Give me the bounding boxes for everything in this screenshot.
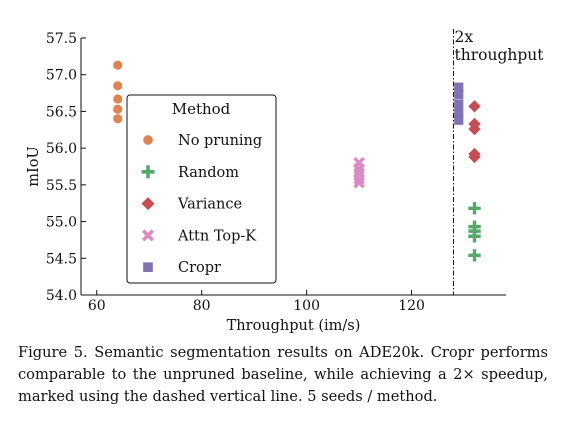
y-tick-label: 54.5: [46, 251, 77, 267]
legend-marker-no-pruning: [143, 135, 153, 145]
x-tick-label: 60: [88, 298, 106, 314]
point-no-pruning-4: [113, 104, 123, 114]
y-tick-label: 55.0: [46, 215, 77, 231]
legend-marker-variance: [141, 197, 155, 211]
legend-marker-attn-top-k: [141, 229, 155, 242]
legend-title: Method: [172, 100, 231, 118]
y-tick-label: 56.0: [46, 141, 77, 157]
y-tick-label: 54.0: [46, 288, 77, 304]
point-no-pruning-1: [113, 60, 123, 70]
data-points: [113, 60, 481, 262]
reference-line-label-throughput: throughput: [455, 46, 545, 64]
legend-label-variance: Variance: [177, 197, 242, 213]
legend-label-attn-top-k: Attn Top-K: [177, 228, 257, 244]
figure-caption: Figure 5. Semantic segmentation results …: [18, 344, 548, 405]
legend-marker-random: [141, 165, 155, 179]
point-no-pruning-2: [113, 81, 123, 91]
x-tick-label: 80: [193, 298, 211, 314]
x-tick-label: 120: [398, 298, 425, 314]
x-axis-label: Throughput (im/s): [227, 318, 361, 334]
legend: Method No pruning Random Variance Attn Top-K…: [126, 94, 277, 284]
point-random-4: [468, 230, 481, 243]
x-tick-label: 100: [293, 298, 320, 314]
y-tick-label: 57.0: [46, 68, 77, 84]
legend-marker-cropr: [143, 262, 153, 273]
legend-label-no-pruning: No pruning: [178, 133, 262, 149]
point-cropr-1: [454, 82, 464, 92]
point-cropr-4: [454, 108, 464, 118]
axes: 60 80 100 120 54.0 54.5 55.0 55.5 56.0 56.5 57.0 57…: [26, 31, 506, 334]
legend-box: [126, 94, 277, 284]
point-no-pruning-3: [113, 94, 123, 104]
point-no-pruning-5: [113, 114, 123, 124]
point-random-5: [468, 249, 481, 262]
reference-line-label-2x: 2x: [455, 28, 474, 46]
point-variance-5: [468, 150, 481, 164]
point-variance-3: [468, 122, 481, 136]
point-cropr-2: [454, 89, 464, 100]
y-tick-label: 57.5: [46, 31, 77, 47]
point-random-1: [468, 202, 481, 215]
legend-label-cropr: Cropr: [178, 260, 221, 276]
point-cropr-3: [454, 99, 464, 109]
y-tick-label: 56.5: [46, 104, 77, 120]
point-attn-top-k-5: [353, 176, 365, 189]
y-axis-label: mIoU: [26, 146, 42, 186]
y-tick-label: 55.5: [46, 178, 77, 194]
legend-label-random: Random: [178, 165, 239, 181]
point-cropr-5: [454, 115, 464, 125]
point-variance-1: [468, 100, 481, 113]
point-attn-top-k-4: [353, 173, 365, 185]
